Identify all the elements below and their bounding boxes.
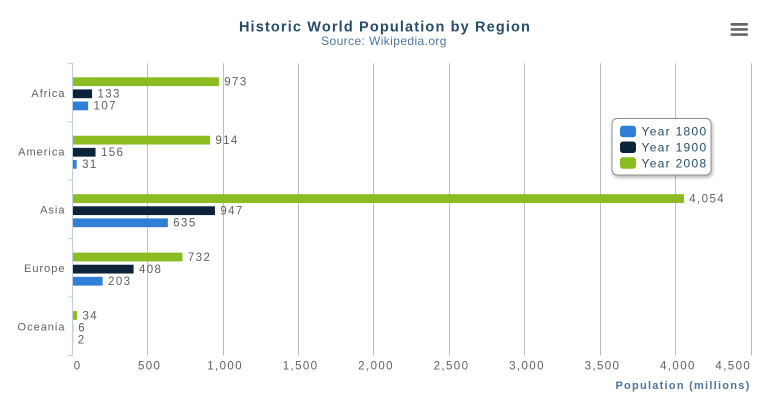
svg-text:Europe: Europe	[24, 263, 65, 275]
svg-text:4,000: 4,000	[660, 360, 696, 372]
svg-text:2,000: 2,000	[358, 360, 394, 372]
svg-text:Africa: Africa	[31, 88, 65, 100]
svg-text:732: 732	[188, 252, 211, 264]
svg-text:947: 947	[220, 205, 243, 217]
svg-text:31: 31	[82, 159, 98, 171]
svg-text:133: 133	[97, 89, 120, 101]
svg-text:3,500: 3,500	[585, 360, 621, 372]
svg-text:107: 107	[94, 101, 117, 113]
svg-text:Year 2008: Year 2008	[642, 156, 708, 170]
svg-text:2,500: 2,500	[434, 360, 470, 372]
svg-text:Year 1800: Year 1800	[642, 125, 708, 139]
svg-text:4,054: 4,054	[689, 193, 725, 205]
svg-text:1,500: 1,500	[283, 360, 319, 372]
svg-text:156: 156	[101, 147, 124, 159]
svg-text:Oceania: Oceania	[18, 322, 66, 334]
svg-text:Asia: Asia	[40, 205, 65, 217]
svg-text:2: 2	[78, 334, 86, 346]
svg-text:635: 635	[173, 218, 196, 230]
svg-text:4,500: 4,500	[715, 360, 751, 372]
svg-text:34: 34	[83, 310, 99, 322]
svg-text:914: 914	[215, 135, 238, 147]
svg-text:3,000: 3,000	[509, 360, 545, 372]
svg-text:0: 0	[74, 360, 82, 372]
svg-text:Historic World Population by R: Historic World Population by Region	[239, 19, 531, 35]
svg-text:America: America	[18, 146, 65, 158]
svg-text:408: 408	[139, 264, 162, 276]
svg-text:Source: Wikipedia.org: Source: Wikipedia.org	[321, 34, 447, 48]
svg-text:Population (millions): Population (millions)	[615, 380, 750, 392]
svg-text:6: 6	[78, 322, 86, 334]
svg-text:973: 973	[224, 77, 247, 89]
svg-text:Year 1900: Year 1900	[642, 141, 708, 155]
svg-text:203: 203	[108, 276, 131, 288]
svg-text:500: 500	[138, 360, 161, 372]
svg-text:1,000: 1,000	[207, 360, 243, 372]
